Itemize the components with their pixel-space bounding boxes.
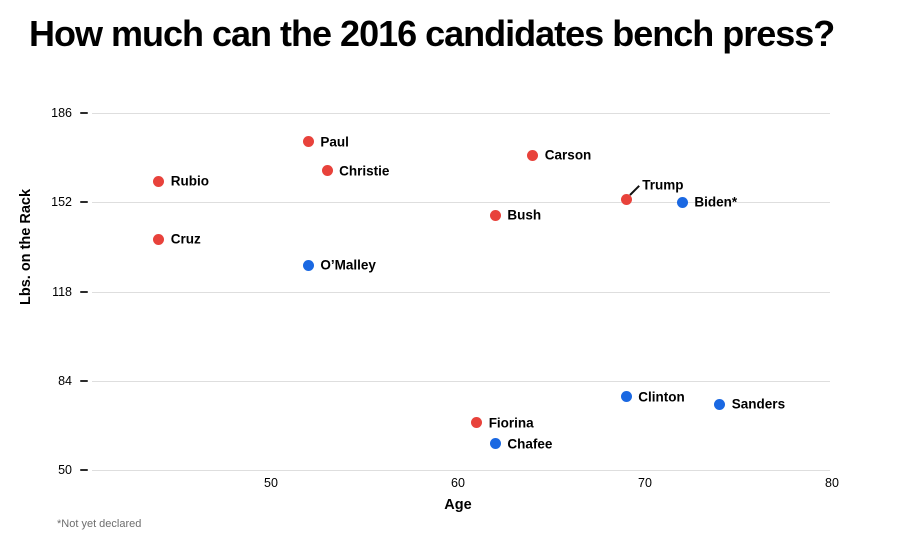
y-tick-mark-84 bbox=[80, 379, 88, 382]
point-dot-trump bbox=[620, 194, 632, 206]
point-label-fiorina: Fiorina bbox=[488, 415, 534, 431]
y-tick-mark-152 bbox=[80, 201, 88, 204]
y-tick-mark-50 bbox=[80, 469, 88, 471]
point-label-clinton: Clinton bbox=[638, 389, 685, 404]
point-label-paul: Paul bbox=[320, 134, 349, 150]
gridline-186 bbox=[92, 113, 830, 114]
y-tick-label-84: 84 bbox=[58, 373, 72, 388]
gridline-50 bbox=[92, 470, 830, 471]
y-tick-label-50: 50 bbox=[58, 463, 72, 477]
point-dot-biden bbox=[676, 196, 688, 208]
point-dot-omalley bbox=[302, 259, 314, 271]
y-tick-label-186: 186 bbox=[51, 106, 72, 120]
point-label-trump: Trump bbox=[642, 177, 684, 193]
point-dot-fiorina bbox=[471, 417, 483, 429]
chart-title: How much can the 2016 candidates bench p… bbox=[29, 13, 835, 54]
point-label-omalley: O’Malley bbox=[320, 257, 376, 273]
point-label-christie: Christie bbox=[339, 163, 390, 179]
point-dot-chafee bbox=[489, 438, 501, 450]
x-tick-label-80: 80 bbox=[825, 476, 839, 490]
y-tick-label-118: 118 bbox=[52, 284, 72, 299]
y-tick-mark-118 bbox=[80, 290, 88, 293]
gridline-84 bbox=[92, 380, 830, 382]
point-label-carson: Carson bbox=[544, 147, 592, 163]
point-dot-rubio bbox=[153, 175, 165, 187]
y-tick-label-152: 152 bbox=[51, 195, 72, 210]
point-dot-cruz bbox=[153, 233, 165, 245]
point-dot-christie bbox=[321, 165, 333, 177]
point-label-biden: Biden* bbox=[694, 194, 738, 210]
y-axis-title: Lbs. on the Rack bbox=[18, 188, 34, 306]
point-label-rubio: Rubio bbox=[170, 173, 210, 189]
point-label-chafee: Chafee bbox=[507, 436, 553, 452]
point-dot-bush bbox=[489, 209, 501, 221]
gridline-152 bbox=[92, 202, 830, 204]
callout-line-trump bbox=[629, 184, 641, 196]
point-dot-paul bbox=[302, 136, 314, 148]
plot-area: Age 186 152 118 84 50 50 60 70 80 Rubio Cruz Paul Ch… bbox=[51, 106, 839, 513]
x-tick-label-70: 70 bbox=[638, 476, 652, 490]
footnote: *Not yet declared bbox=[57, 518, 142, 530]
gridline-118 bbox=[92, 291, 830, 293]
x-tick-label-50: 50 bbox=[264, 476, 278, 490]
x-tick-label-60: 60 bbox=[451, 476, 465, 490]
y-tick-mark-186 bbox=[80, 112, 88, 114]
point-label-bush: Bush bbox=[507, 207, 542, 223]
point-label-sanders: Sanders bbox=[731, 396, 786, 412]
x-axis-title: Age bbox=[444, 497, 472, 513]
point-dot-sanders bbox=[714, 398, 726, 410]
point-dot-carson bbox=[527, 149, 539, 161]
point-dot-clinton bbox=[620, 391, 632, 402]
point-label-cruz: Cruz bbox=[170, 231, 201, 247]
